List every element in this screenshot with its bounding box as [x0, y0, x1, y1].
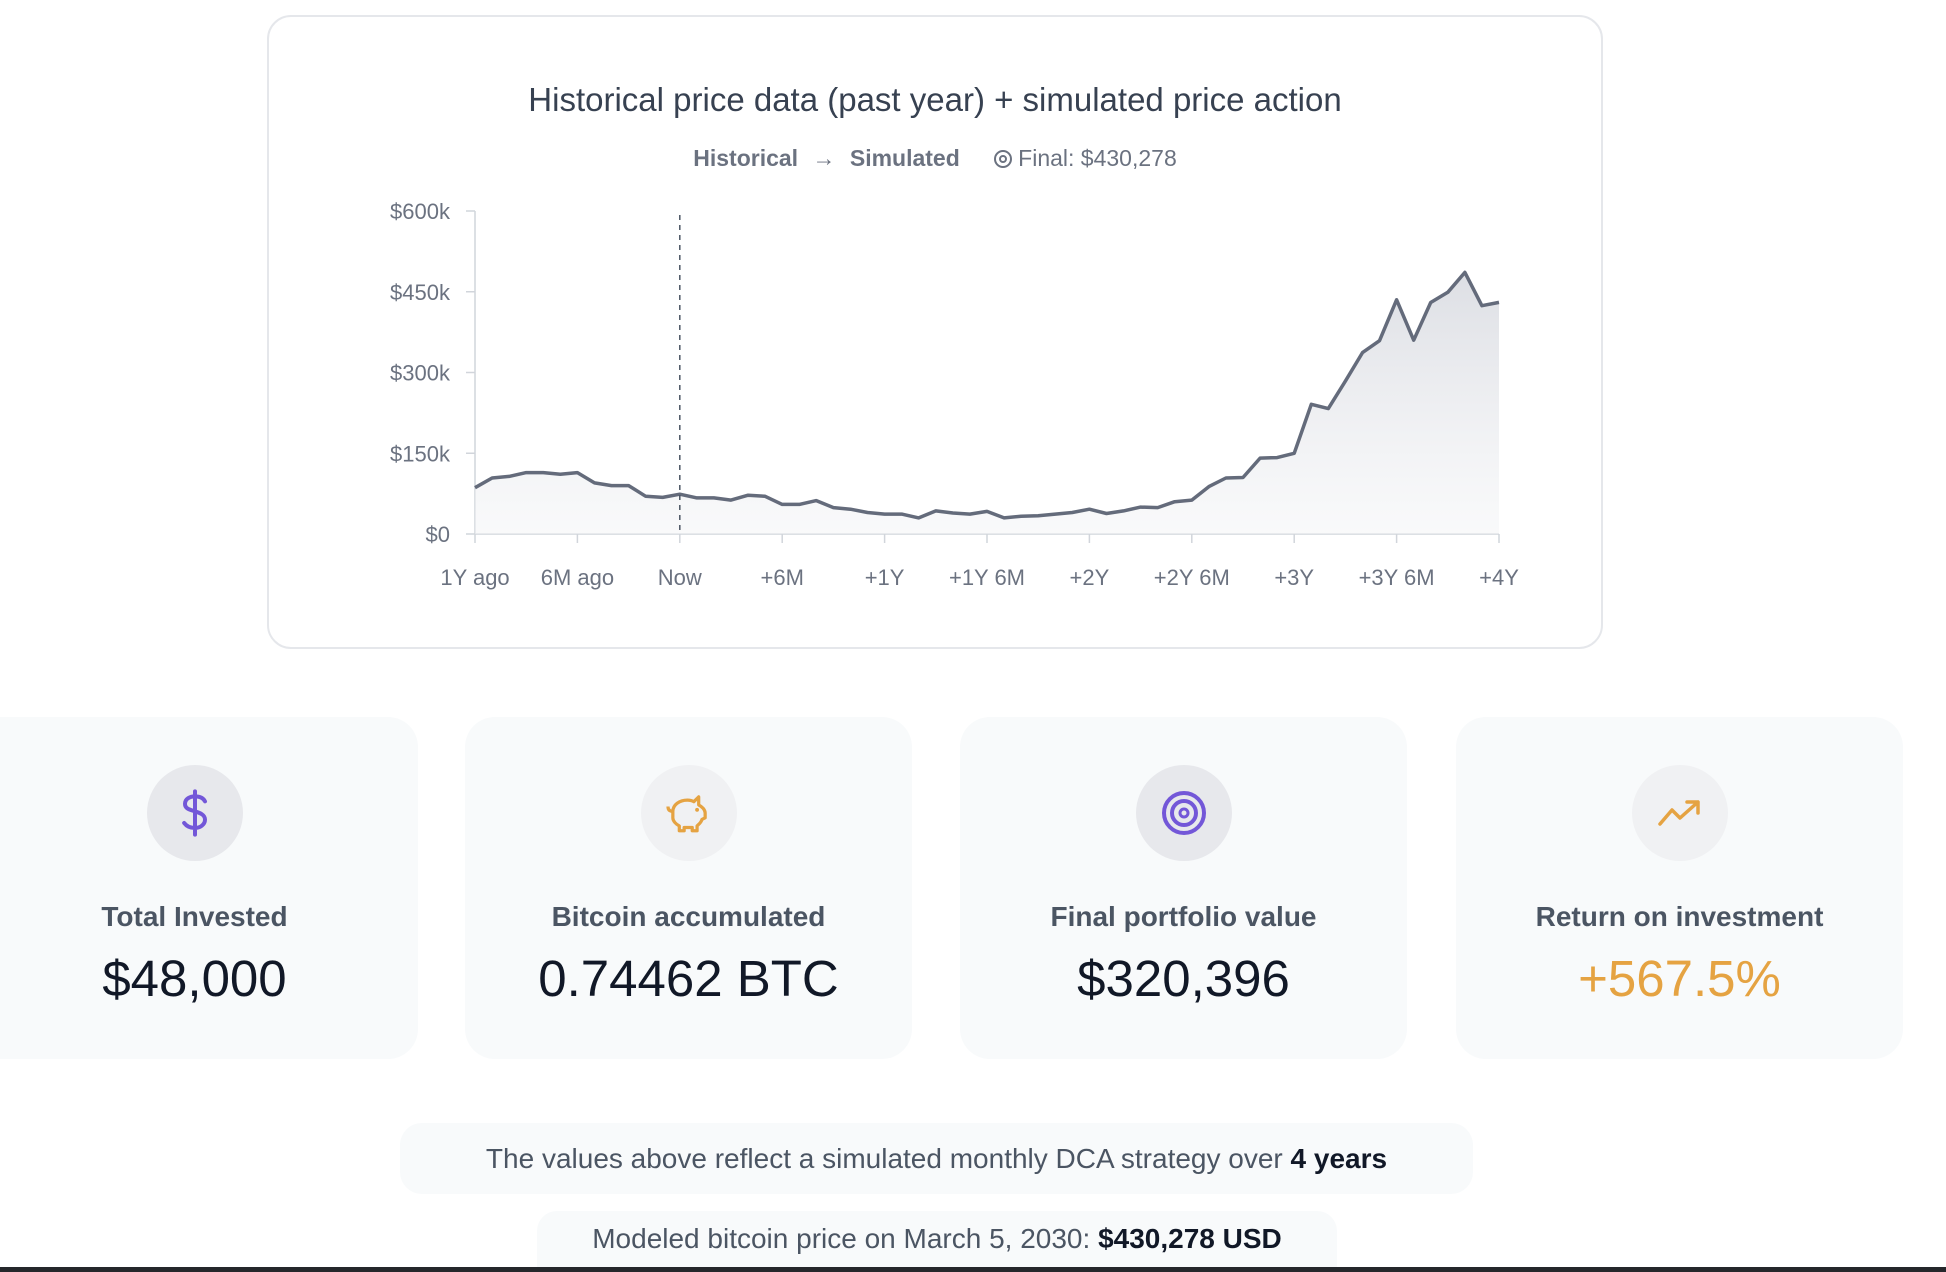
stat-label: Final portfolio value [1050, 901, 1317, 932]
legend-historical: Historical [693, 145, 799, 171]
legend-final: Final: $430,278 [1018, 145, 1177, 171]
modeled-price: $430,278 USD [1098, 1223, 1282, 1254]
trending-up-icon [1631, 765, 1728, 861]
chart-card: Historical price data (past year) + simu… [267, 15, 1603, 649]
stat-card-bitcoin-accumulated: Bitcoin accumulated 0.74462 BTC [465, 717, 912, 1059]
stat-value: $48,000 [102, 950, 287, 1007]
strategy-text: The values above reflect a simulated mon… [485, 1143, 1283, 1174]
chart-title: Historical price data (past year) + simu… [528, 81, 1342, 118]
strategy-note: The values above reflect a simulated mon… [400, 1123, 1473, 1194]
chart-legend: Historical → Simulated Final: $430,278 [269, 145, 1601, 172]
stat-value: $320,396 [1077, 950, 1290, 1007]
stat-value: 0.74462 BTC [538, 950, 839, 1007]
stat-label: Total Invested [101, 901, 288, 932]
stat-label: Return on investment [1535, 901, 1824, 932]
strategy-duration: 4 years [1290, 1143, 1388, 1174]
target-icon [994, 150, 1013, 168]
stat-card-final-portfolio-value: Final portfolio value $320,396 [960, 717, 1407, 1059]
modeled-price-note: Modeled bitcoin price on March 5, 2030: … [537, 1211, 1337, 1267]
bottom-border [0, 1267, 1946, 1272]
stat-card-total-invested: Total Invested $48,000 [0, 717, 418, 1059]
piggy-bank-icon [640, 765, 737, 861]
stat-value: +567.5% [1578, 950, 1781, 1007]
modeled-text: Modeled bitcoin price on March 5, 2030: [592, 1223, 1091, 1254]
dollar-icon [146, 765, 243, 861]
legend-simulated: Simulated [849, 145, 960, 171]
stat-label: Bitcoin accumulated [551, 901, 826, 932]
arrow-right-icon: → [812, 145, 836, 171]
target-icon [1135, 765, 1232, 861]
stat-card-return-on-investment: Return on investment +567.5% [1456, 717, 1903, 1059]
